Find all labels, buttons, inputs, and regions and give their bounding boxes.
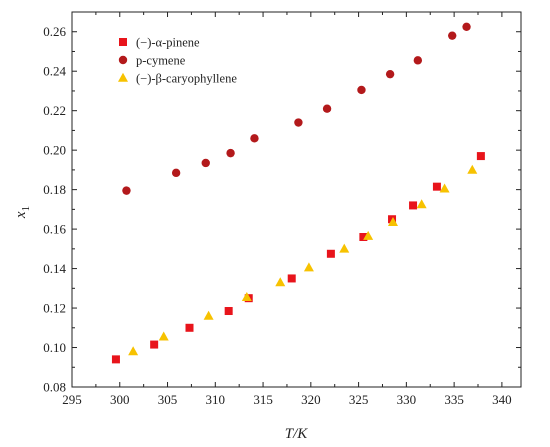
point-square	[326, 249, 335, 258]
y-axis-title-main: x	[13, 211, 29, 219]
plot-frame	[71, 11, 522, 388]
legend: (−)-α-pinene p-cymene (−)-β-caryophyllene	[118, 36, 237, 86]
x-axis-title: T/K	[285, 426, 309, 442]
legend-label: (−)-α-pinene	[136, 36, 200, 50]
legend-marker-triangle	[118, 72, 128, 82]
point-triangle	[203, 310, 214, 320]
point-triangle	[303, 262, 314, 272]
point-square	[224, 307, 233, 316]
y-tick-label: 0.26	[43, 24, 66, 39]
y-tick-label: 0.22	[43, 103, 66, 118]
point-triangle	[241, 291, 252, 301]
point-triangle	[416, 199, 427, 209]
x-tick-label: 320	[301, 392, 321, 407]
point-triangle	[158, 331, 169, 341]
x-tick-label: 325	[349, 392, 369, 407]
data-markers	[111, 22, 485, 364]
point-circle	[385, 69, 395, 79]
point-square	[476, 152, 485, 161]
point-triangle	[363, 230, 374, 240]
y-tick-label: 0.08	[43, 380, 66, 395]
x-tick-label: 310	[206, 392, 226, 407]
x-tick-label: 335	[444, 392, 464, 407]
point-triangle	[339, 243, 350, 253]
point-circle	[122, 186, 131, 195]
point-circle	[294, 118, 303, 127]
point-square	[111, 355, 120, 364]
legend-label: (−)-β-caryophyllene	[136, 72, 237, 86]
y-tick-label: 0.24	[43, 64, 66, 79]
x-tick-label: 315	[253, 392, 273, 407]
axes: 295 300 305 310 315 320 325 330 335 340 0.08 0.10 0.…	[43, 11, 522, 407]
point-square	[287, 274, 296, 283]
point-circle	[462, 22, 471, 32]
y-tick-label: 0.12	[43, 301, 66, 316]
y-tick-label: 0.16	[43, 222, 66, 237]
point-triangle	[275, 277, 286, 287]
x-tick-label: 295	[62, 392, 82, 407]
y-axis-title-subscript: 1	[20, 206, 32, 212]
point-square	[409, 201, 418, 210]
point-circle	[413, 56, 423, 65]
legend-label: p-cymene	[136, 54, 186, 68]
point-circle	[448, 31, 457, 40]
point-square	[150, 340, 159, 349]
point-triangle	[439, 183, 450, 193]
y-axis-title: x1	[13, 206, 32, 219]
x-tick-label: 305	[158, 392, 178, 407]
y-tick-label: 0.18	[43, 182, 66, 197]
y-tick-label: 0.20	[43, 143, 66, 158]
point-circle	[226, 148, 235, 158]
point-circle	[250, 134, 259, 143]
point-triangle	[128, 346, 139, 356]
legend-marker-circle	[118, 55, 128, 65]
x-tick-label: 330	[397, 392, 417, 407]
point-circle	[171, 168, 181, 178]
point-circle	[201, 158, 210, 168]
legend-marker-square	[119, 38, 127, 46]
point-square	[432, 182, 441, 191]
point-square	[185, 323, 194, 332]
point-circle	[322, 104, 332, 113]
x-tick-label: 340	[492, 392, 512, 407]
y-tick-label: 0.10	[43, 340, 66, 355]
x-tick-label: 300	[110, 392, 130, 407]
point-triangle	[467, 164, 478, 174]
point-square	[359, 233, 368, 241]
y-tick-label: 0.14	[43, 261, 66, 276]
point-triangle	[387, 216, 398, 226]
point-circle	[357, 85, 366, 95]
